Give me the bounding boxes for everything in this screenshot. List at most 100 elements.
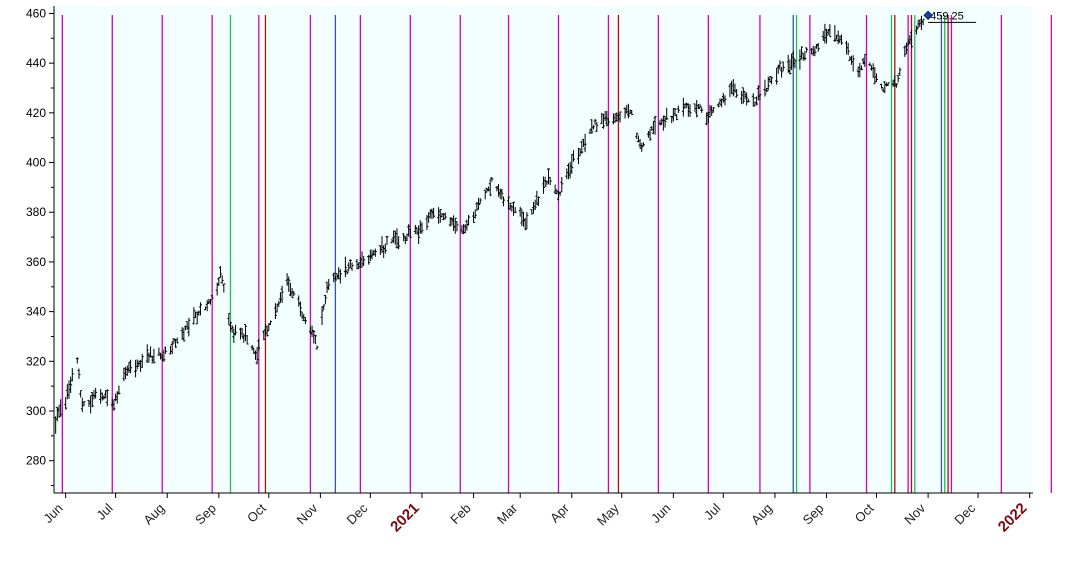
price-bar xyxy=(243,323,247,342)
y-tick-label: 400 xyxy=(26,156,46,170)
last-price-label: 459.25 xyxy=(930,10,964,22)
y-tick-label: 340 xyxy=(26,305,46,319)
price-bar xyxy=(79,389,83,398)
price-bar xyxy=(803,50,807,61)
y-tick-label: 300 xyxy=(26,404,46,418)
x-tick-label: Dec xyxy=(951,500,978,527)
price-bar xyxy=(816,42,820,52)
price-bar xyxy=(222,283,226,293)
price-bar xyxy=(105,389,109,407)
x-tick-label: Dec xyxy=(344,500,371,527)
price-bar xyxy=(187,317,191,337)
price-bar xyxy=(898,67,902,77)
price-bar xyxy=(320,306,324,326)
price-bar xyxy=(606,118,610,126)
price-bar xyxy=(570,153,574,174)
price-bar xyxy=(663,115,667,128)
x-tick-label: 2021 xyxy=(387,500,423,536)
price-bar xyxy=(367,254,371,265)
price-bar xyxy=(473,209,477,219)
price-bar xyxy=(488,178,492,197)
price-bar xyxy=(698,103,702,109)
price-bars xyxy=(54,12,930,434)
price-bar xyxy=(775,67,779,85)
y-tick-label: 420 xyxy=(26,106,46,120)
price-bar xyxy=(800,46,804,60)
price-bar xyxy=(860,65,864,71)
x-axis: Jun Jul Aug Sep Oct Nov Dec 2021 Feb Mar Apr May Jun… xyxy=(40,492,1033,536)
price-bar xyxy=(220,275,224,284)
y-tick-label: 320 xyxy=(26,354,46,368)
x-tick-label: 2022 xyxy=(995,500,1031,536)
price-bar xyxy=(209,298,213,305)
last-price-marker: 459.25 xyxy=(923,10,977,23)
price-bar xyxy=(635,132,639,140)
price-bar xyxy=(537,196,541,206)
price-bar xyxy=(90,391,94,408)
x-tick-label: Jun xyxy=(40,501,65,526)
y-tick-label: 460 xyxy=(26,6,46,20)
price-bar xyxy=(397,236,401,250)
price-bar xyxy=(507,196,511,210)
price-bar xyxy=(322,304,326,311)
price-bar xyxy=(255,346,259,365)
price-bar xyxy=(903,45,907,57)
price-bar xyxy=(793,59,797,69)
price-bar xyxy=(765,87,769,93)
x-tick-label: Nov xyxy=(901,500,928,527)
price-bar xyxy=(170,340,174,355)
price-bar xyxy=(57,405,61,418)
price-bar xyxy=(791,50,795,68)
price-bar xyxy=(250,344,254,351)
price-bar xyxy=(145,344,149,364)
price-bar xyxy=(407,224,411,237)
price-bar xyxy=(513,207,517,213)
price-bar xyxy=(751,93,755,107)
price-bar xyxy=(192,307,196,325)
x-tick-label: Mar xyxy=(494,500,521,527)
price-bar xyxy=(313,334,317,345)
price-bar xyxy=(863,53,867,67)
price-bar xyxy=(164,346,168,354)
price-bar xyxy=(593,118,597,125)
price-bar xyxy=(558,191,562,196)
price-bar xyxy=(228,321,232,332)
price-bar xyxy=(373,248,377,257)
price-bar xyxy=(477,197,481,210)
price-bar xyxy=(543,176,547,187)
price-bar xyxy=(788,59,792,75)
price-bar xyxy=(453,217,457,234)
price-bar xyxy=(233,324,237,336)
price-bar xyxy=(583,133,587,153)
price-bar xyxy=(292,291,296,297)
price-bar xyxy=(688,104,692,117)
price-bar xyxy=(438,209,442,223)
y-tick-label: 280 xyxy=(26,454,46,468)
price-bar xyxy=(896,74,900,83)
price-bar xyxy=(805,47,809,53)
price-bar xyxy=(257,338,261,351)
price-bar xyxy=(273,303,277,320)
price-bar xyxy=(508,202,512,211)
price-bar xyxy=(217,277,221,287)
price-bar xyxy=(914,25,918,35)
price-bar xyxy=(338,269,342,284)
price-bar xyxy=(780,66,784,78)
price-bar xyxy=(280,285,284,303)
price-bar xyxy=(77,368,81,379)
price-bar xyxy=(490,177,494,182)
price-bar xyxy=(615,112,619,122)
price-bar xyxy=(886,82,890,86)
x-tick-label: Oct xyxy=(244,500,269,525)
x-tick-label: Nov xyxy=(294,500,321,527)
price-bar xyxy=(152,348,156,364)
price-bar xyxy=(641,142,645,147)
price-bar xyxy=(560,177,564,192)
last-price-diamond xyxy=(923,10,933,21)
price-bar xyxy=(868,62,872,67)
price-bar xyxy=(711,107,715,113)
price-bar xyxy=(290,288,294,299)
price-bar xyxy=(755,96,759,106)
y-tick-label: 440 xyxy=(26,56,46,70)
price-bar xyxy=(723,95,727,106)
